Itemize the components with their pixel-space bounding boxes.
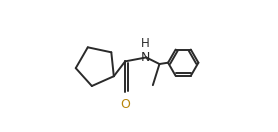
Text: N: N xyxy=(141,51,150,64)
Text: O: O xyxy=(120,98,130,111)
Text: H: H xyxy=(141,37,150,50)
